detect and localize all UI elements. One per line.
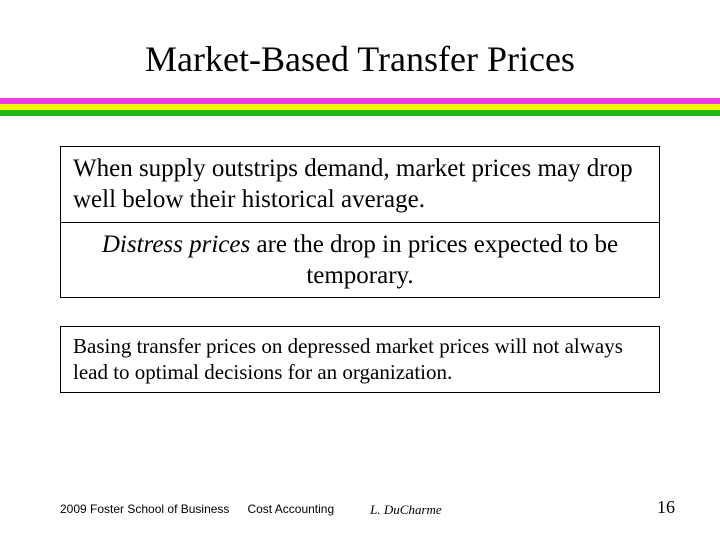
footer-year-school: 2009 Foster School of Business (60, 502, 229, 518)
content-area: When supply outstrips demand, market pri… (0, 116, 720, 393)
text-box-1: When supply outstrips demand, market pri… (60, 146, 660, 223)
text-box-2: Distress prices are the drop in prices e… (60, 223, 660, 299)
footer-author: L. DuCharme (370, 502, 442, 518)
footer: 2009 Foster School of Business Cost Acco… (0, 502, 720, 518)
footer-course: Cost Accounting (247, 502, 334, 518)
footer-left: 2009 Foster School of Business Cost Acco… (60, 502, 442, 518)
slide: Market-Based Transfer Prices When supply… (0, 0, 720, 540)
distress-term: Distress prices (102, 231, 250, 258)
footer-page-number: 16 (657, 497, 675, 518)
text-box-3: Basing transfer prices on depressed mark… (60, 326, 660, 393)
box2-rest: are the drop in prices expected to be te… (250, 231, 618, 289)
slide-title: Market-Based Transfer Prices (0, 0, 720, 98)
